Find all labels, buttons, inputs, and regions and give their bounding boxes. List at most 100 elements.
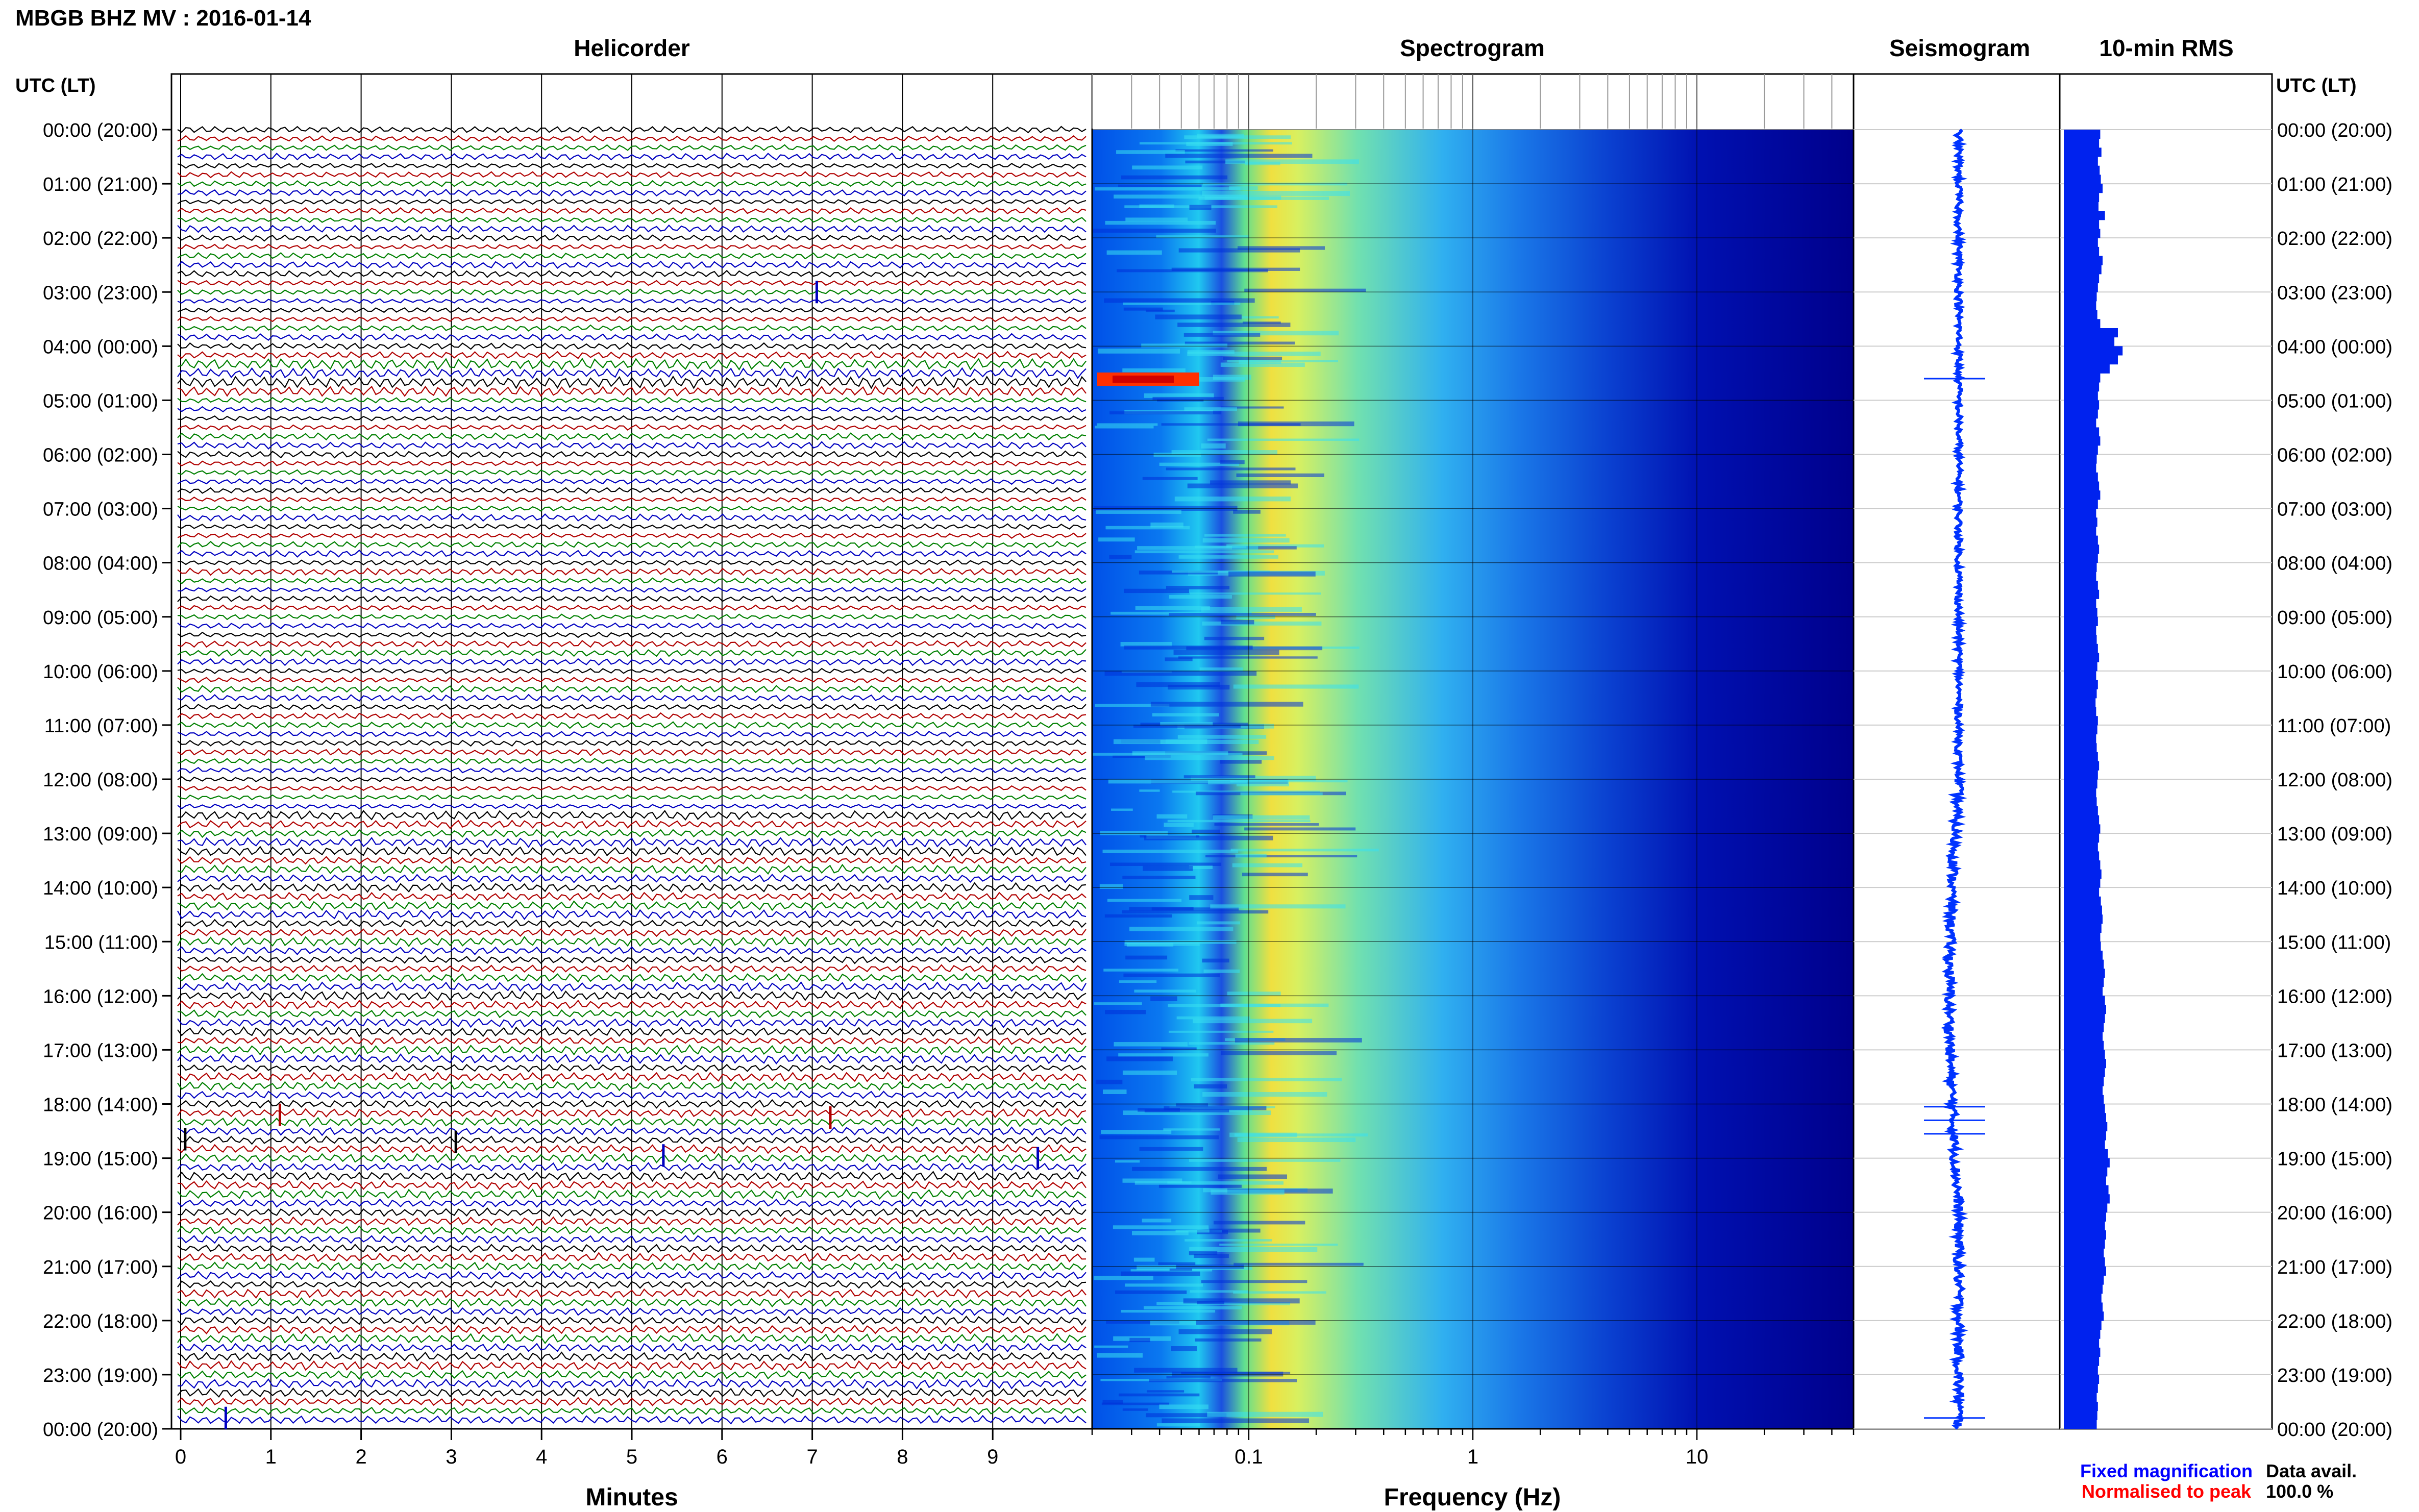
rms-bar <box>2064 436 2101 446</box>
spectrogram-texture <box>1233 1262 1364 1266</box>
helicorder-trace <box>177 367 1087 380</box>
time-label-right: 01:00 (21:00) <box>2277 174 2392 195</box>
helicorder-panel: 0 1 2 3 4 5 6 7 8 9 <box>170 73 1093 1468</box>
spectrogram-texture <box>1108 779 1248 784</box>
rms-bar <box>2064 1212 2106 1222</box>
spectrogram-texture <box>1114 1042 1188 1047</box>
time-label-left: 18:00 (14:00) <box>43 1095 158 1116</box>
helicorder-trace <box>177 1162 1087 1172</box>
spectrogram-texture <box>1223 357 1282 360</box>
helicorder-trace <box>177 252 1087 260</box>
spectrogram-texture <box>1097 1353 1143 1358</box>
helicorder-trace <box>177 882 1087 893</box>
helicorder-trace <box>177 990 1087 1001</box>
helicorder-trace <box>177 712 1087 720</box>
spectrogram-texture <box>1209 1228 1261 1233</box>
rms-bar <box>2064 788 2096 798</box>
spectrogram-texture <box>1162 1418 1310 1423</box>
rms-bar <box>2064 761 2100 771</box>
minute-tick-label: 3 <box>446 1446 457 1468</box>
helicorder-trace <box>177 693 1087 702</box>
rms-bar <box>2064 1221 2105 1231</box>
spectrogram-texture <box>1104 914 1172 918</box>
spectrogram-texture <box>1166 1376 1211 1379</box>
rms-bar <box>2064 716 2098 726</box>
spectrogram-texture <box>1202 958 1229 963</box>
spectrogram-texture <box>1171 450 1278 455</box>
rms-bar <box>2064 1410 2097 1420</box>
spectrogram-texture <box>1184 407 1237 411</box>
helicorder-trace <box>177 216 1087 224</box>
spectrogram-texture <box>1144 393 1214 398</box>
spectrogram-texture <box>1102 1400 1123 1404</box>
rms-bar <box>2064 1158 2110 1168</box>
time-label-left: 23:00 (19:00) <box>43 1365 158 1386</box>
spectrogram-texture <box>1122 368 1186 373</box>
spectrogram-texture <box>1152 396 1224 401</box>
helicorder-trace <box>177 1280 1087 1289</box>
rms-bar <box>2064 1311 2104 1321</box>
rms-bar <box>2064 806 2098 816</box>
rms-bar <box>2064 725 2097 735</box>
time-label-right: 20:00 (16:00) <box>2277 1203 2392 1224</box>
spectrogram-texture <box>1187 483 1298 488</box>
spectrogram-texture <box>1104 298 1255 303</box>
helicorder-trace <box>177 324 1087 332</box>
spectrogram-texture <box>1194 1084 1227 1089</box>
rms-bar <box>2064 265 2102 275</box>
spectrogram-texture <box>1097 423 1158 426</box>
rms-bar <box>2064 1401 2098 1411</box>
rms-bar <box>2064 923 2102 933</box>
rms-bar <box>2064 1059 2106 1069</box>
time-label-left: 11:00 (07:00) <box>44 715 158 737</box>
spectrogram-event-core <box>1113 375 1174 383</box>
rms-bar <box>2064 1068 2105 1077</box>
helicorder-trace <box>177 1117 1087 1127</box>
seismogram-trace <box>1940 129 1969 1430</box>
rms-bar <box>2064 905 2102 915</box>
spectrogram-texture <box>1197 134 1244 138</box>
spectrogram-texture <box>1236 473 1324 477</box>
spectrogram-texture <box>1142 477 1198 480</box>
spectrogram-texture <box>1102 849 1239 854</box>
spectrogram-texture <box>1201 443 1226 449</box>
spectrogram-texture <box>1189 895 1214 900</box>
rms-bar <box>2064 562 2097 572</box>
helicorder-title: Helicorder <box>574 35 690 61</box>
helicorder-trace <box>177 567 1087 576</box>
helicorder-trace <box>177 604 1087 611</box>
spectrogram-texture <box>1202 621 1322 626</box>
time-label-left: 01:00 (21:00) <box>43 174 158 195</box>
frequency-tick-label: 1 <box>1467 1446 1478 1468</box>
spectrogram-texture <box>1187 352 1321 356</box>
rms-bar <box>2064 689 2097 699</box>
rms-bar <box>2064 589 2100 599</box>
helicorder-trace <box>177 785 1087 791</box>
rms-bar <box>2064 616 2098 626</box>
helicorder-trace <box>177 540 1087 549</box>
helicorder-trace <box>177 1261 1087 1272</box>
helicorder-trace <box>177 135 1087 142</box>
spectrogram-texture <box>1189 1042 1275 1045</box>
rms-bar <box>2064 743 2097 753</box>
rms-bar <box>2064 986 2103 996</box>
helicorder-trace <box>177 676 1087 684</box>
spectrogram-texture <box>1221 619 1254 625</box>
time-label-left: 03:00 (23:00) <box>43 282 158 304</box>
spectrogram-texture <box>1171 1346 1197 1351</box>
helicorder-trace <box>177 188 1087 197</box>
spectrogram-texture <box>1164 1106 1267 1110</box>
spectrogram-texture <box>1231 546 1297 550</box>
helicorder-trace <box>177 946 1087 955</box>
spectrogram-texture <box>1134 1368 1238 1373</box>
rms-bar <box>2064 914 2103 924</box>
spectrogram-texture <box>1168 1004 1281 1007</box>
spectrogram-texture <box>1197 921 1241 925</box>
helicorder-trace <box>177 1297 1087 1308</box>
spectrogram-texture <box>1122 1408 1148 1411</box>
helicorder-trace <box>177 622 1087 630</box>
spectrogram-texture <box>1115 1290 1187 1294</box>
spectrogram-texture <box>1150 996 1177 1001</box>
rms-bar <box>2064 508 2096 518</box>
helicorder-trace <box>177 1099 1087 1109</box>
